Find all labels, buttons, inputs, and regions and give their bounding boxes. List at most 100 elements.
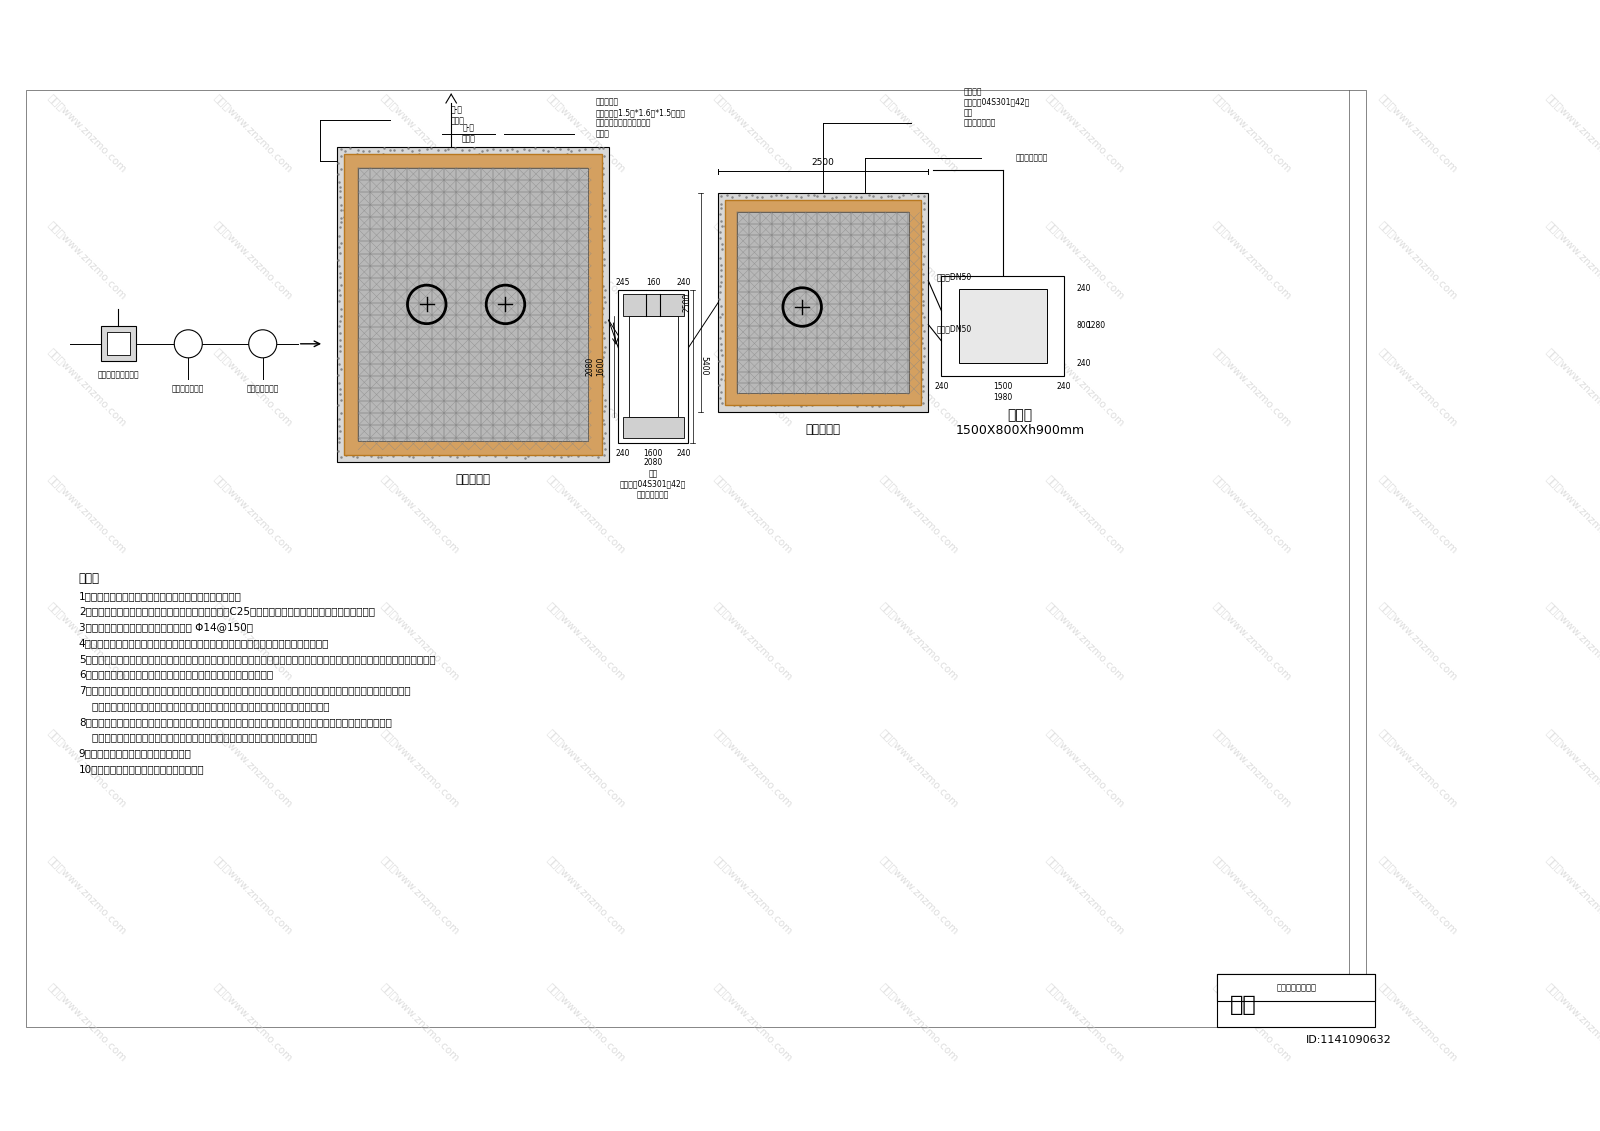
- Text: 知木网www.znzmo.com: 知木网www.znzmo.com: [712, 982, 794, 1063]
- Text: 备用水泵: 备用水泵: [963, 87, 982, 96]
- Text: 5、本项目在模块水池安装完毕后，模块水池周边需用小型机具土，禁止机械设备进入模块水池上方回土，必要时采用人工回土；: 5、本项目在模块水池安装完毕后，模块水池周边需用小型机具土，禁止机械设备进入模块…: [78, 654, 435, 664]
- Text: 蓄积模块蓄量量: 蓄积模块蓄量量: [173, 385, 205, 394]
- Bar: [725, 200, 922, 405]
- Bar: [344, 154, 602, 455]
- Text: 知木网www.znzmo.com: 知木网www.znzmo.com: [46, 93, 128, 174]
- Bar: [622, 416, 683, 439]
- Bar: [107, 333, 130, 355]
- Text: 知木网www.znzmo.com: 知木网www.znzmo.com: [46, 727, 128, 810]
- Text: 1500X800Xh900mm: 1500X800Xh900mm: [955, 424, 1085, 437]
- Text: 知木网www.znzmo.com: 知木网www.znzmo.com: [1045, 219, 1126, 302]
- Text: 知木网www.znzmo.com: 知木网www.znzmo.com: [546, 727, 627, 810]
- Text: 6、在回土完毕后，地面上拉警戒线，禁止大型车辆驶碾进入该区域。: 6、在回土完毕后，地面上拉警戒线，禁止大型车辆驶碾进入该区域。: [78, 670, 274, 680]
- Text: 知木网www.znzmo.com: 知木网www.znzmo.com: [1378, 854, 1459, 936]
- Bar: [622, 294, 683, 316]
- Text: 240: 240: [1077, 284, 1091, 293]
- Text: 开流过滤蓄量量: 开流过滤蓄量量: [246, 385, 278, 394]
- Text: 知木网www.znzmo.com: 知木网www.znzmo.com: [546, 219, 627, 302]
- Text: 240: 240: [677, 449, 691, 458]
- Text: 知木网www.znzmo.com: 知木网www.znzmo.com: [213, 601, 294, 683]
- Text: 知木网www.znzmo.com: 知木网www.znzmo.com: [1544, 219, 1600, 302]
- Text: 知木网www.znzmo.com: 知木网www.znzmo.com: [379, 219, 461, 302]
- Text: 知木网www.znzmo.com: 知木网www.znzmo.com: [379, 727, 461, 810]
- Text: 知木网www.znzmo.com: 知木网www.znzmo.com: [379, 601, 461, 683]
- Text: 知木: 知木: [1230, 995, 1258, 1015]
- Text: 知木网www.znzmo.com: 知木网www.znzmo.com: [712, 854, 794, 936]
- Text: 知木网www.znzmo.com: 知木网www.znzmo.com: [213, 93, 294, 174]
- Text: 知木网www.znzmo.com: 知木网www.znzmo.com: [712, 727, 794, 810]
- Bar: [718, 193, 928, 412]
- Text: 知木网www.znzmo.com: 知木网www.znzmo.com: [712, 346, 794, 429]
- Text: 模块蓄水池: 模块蓄水池: [456, 473, 491, 486]
- Text: 参照图集04S301第42页: 参照图集04S301第42页: [621, 480, 686, 489]
- Text: 热熔连接，实现做进水结构进水管道插入模块处与防渗膜的密封，须做防水处理。: 热熔连接，实现做进水结构进水管道插入模块处与防渗膜的密封，须做防水处理。: [78, 733, 317, 743]
- Text: 知木网www.znzmo.com: 知木网www.znzmo.com: [1211, 982, 1293, 1063]
- Text: 240: 240: [1056, 382, 1072, 391]
- Text: 800: 800: [1077, 321, 1091, 330]
- Text: 知木网www.znzmo.com: 知木网www.znzmo.com: [546, 854, 627, 936]
- Text: 知木网www.znzmo.com: 知木网www.znzmo.com: [46, 474, 128, 555]
- Text: 1600: 1600: [643, 449, 662, 458]
- Text: 知木网www.znzmo.com: 知木网www.znzmo.com: [1378, 727, 1459, 810]
- Text: 知木网www.znzmo.com: 知木网www.znzmo.com: [546, 93, 627, 174]
- Text: 1500: 1500: [994, 382, 1013, 391]
- Text: 知木网www.znzmo.com: 知木网www.znzmo.com: [213, 727, 294, 810]
- Text: 知木网www.znzmo.com: 知木网www.znzmo.com: [712, 219, 794, 302]
- Bar: [358, 167, 587, 441]
- Text: 1280: 1280: [1086, 321, 1106, 330]
- Text: 3、底部钢筋混凝土结构配筋为双层双向 Φ14@150。: 3、底部钢筋混凝土结构配筋为双层双向 Φ14@150。: [78, 622, 253, 632]
- Text: 知木网www.znzmo.com: 知木网www.znzmo.com: [213, 854, 294, 936]
- Text: 溢流管: 溢流管: [451, 116, 466, 126]
- Text: 1600: 1600: [597, 356, 605, 375]
- Text: 知木网www.znzmo.com: 知木网www.znzmo.com: [1211, 727, 1293, 810]
- Text: 知木网www.znzmo.com: 知木网www.znzmo.com: [213, 346, 294, 429]
- Text: 2080: 2080: [643, 458, 662, 467]
- Text: 知木网www.znzmo.com: 知木网www.znzmo.com: [379, 474, 461, 555]
- Text: 知木网www.znzmo.com: 知木网www.znzmo.com: [546, 601, 627, 683]
- Text: 知木网www.znzmo.com: 知木网www.znzmo.com: [878, 219, 960, 302]
- Text: 知木网www.znzmo.com: 知木网www.znzmo.com: [546, 346, 627, 429]
- Text: 模块清水池: 模块清水池: [806, 423, 840, 437]
- Text: 一-一: 一-一: [451, 105, 462, 114]
- Text: 知木网www.znzmo.com: 知木网www.znzmo.com: [1045, 93, 1126, 174]
- Text: 知木网www.znzmo.com: 知木网www.znzmo.com: [1211, 474, 1293, 555]
- Text: 7、管道：模块水池管井与模块连接采用管道安装在模块蓄水池的上面，上端套入检查井箱，下端嵌入预留模块空位中，: 7、管道：模块水池管井与模块连接采用管道安装在模块蓄水池的上面，上端套入检查井箱…: [78, 685, 411, 696]
- Text: 知木网www.znzmo.com: 知木网www.znzmo.com: [1544, 982, 1600, 1063]
- Text: 2500: 2500: [683, 293, 691, 312]
- Text: 4、模块水池底部钢筋混凝土支库底应用水泥砂浆进行找平，以便保证模块水池的平整性。: 4、模块水池底部钢筋混凝土支库底应用水泥砂浆进行找平，以便保证模块水池的平整性。: [78, 638, 330, 648]
- Text: 知木网www.znzmo.com: 知木网www.znzmo.com: [213, 474, 294, 555]
- Text: 知木网www.znzmo.com: 知木网www.znzmo.com: [712, 93, 794, 174]
- Text: 知木网www.znzmo.com: 知木网www.znzmo.com: [1544, 854, 1600, 936]
- Text: 溢流管高程蓄水池到清水井: 溢流管高程蓄水池到清水井: [595, 119, 651, 128]
- Text: 240: 240: [1077, 359, 1091, 368]
- Text: 知木网www.znzmo.com: 知木网www.znzmo.com: [878, 346, 960, 429]
- Text: 知木网www.znzmo.com: 知木网www.znzmo.com: [46, 982, 128, 1063]
- Text: 地层用水处理器: 地层用水处理器: [637, 490, 669, 499]
- Text: 知木网www.znzmo.com: 知木网www.znzmo.com: [46, 601, 128, 683]
- Text: 知木网www.znzmo.com: 知木网www.znzmo.com: [546, 474, 627, 555]
- Text: 通风: 通风: [648, 469, 658, 478]
- Text: 知木网www.znzmo.com: 知木网www.znzmo.com: [878, 474, 960, 555]
- Text: 知木网www.znzmo.com: 知木网www.znzmo.com: [878, 601, 960, 683]
- Text: 160: 160: [646, 278, 661, 287]
- Text: 知木网www.znzmo.com: 知木网www.znzmo.com: [1045, 601, 1126, 683]
- Text: 知木网www.znzmo.com: 知木网www.znzmo.com: [46, 346, 128, 429]
- Text: 截水量一具一单: 截水量一具一单: [1016, 154, 1048, 163]
- Text: 知木网www.znzmo.com: 知木网www.znzmo.com: [1378, 474, 1459, 555]
- Text: 清洗备用阀1.5米*1.6米*1.5米范围: 清洗备用阀1.5米*1.6米*1.5米范围: [595, 109, 686, 118]
- Text: 知木网www.znzmo.com: 知木网www.znzmo.com: [1378, 982, 1459, 1063]
- Text: 排水管DN50: 排水管DN50: [938, 325, 973, 334]
- Text: 一-一: 一-一: [462, 123, 475, 132]
- Text: 5400: 5400: [699, 356, 709, 375]
- Text: 参照图集04S301第42页: 参照图集04S301第42页: [963, 97, 1030, 106]
- Text: 知木网www.znzmo.com: 知木网www.znzmo.com: [1211, 854, 1293, 936]
- Text: 同时对派钢土膜开口实现密封，保证井与模块连接处密封，不得采用风扣接或不密封。: 同时对派钢土膜开口实现密封，保证井与模块连接处密封，不得采用风扣接或不密封。: [78, 701, 330, 711]
- Text: 知木网www.znzmo.com: 知木网www.znzmo.com: [1378, 93, 1459, 174]
- Text: 知木网www.znzmo.com: 知木网www.znzmo.com: [1378, 346, 1459, 429]
- Text: 知木网www.znzmo.com: 知木网www.znzmo.com: [878, 727, 960, 810]
- Text: 知木网www.znzmo.com: 知木网www.znzmo.com: [1544, 346, 1600, 429]
- Text: 8、做进水进兰连接件：与引水侧板之间用塑料螺栓紧固，水景之间的土工布和土工膜，另一端与进水管道承插或: 8、做进水进兰连接件：与引水侧板之间用塑料螺栓紧固，水景之间的土工布和土工膜，另…: [78, 717, 392, 727]
- Circle shape: [174, 330, 202, 357]
- Bar: [958, 288, 1046, 363]
- Text: 进水管: 进水管: [595, 129, 610, 138]
